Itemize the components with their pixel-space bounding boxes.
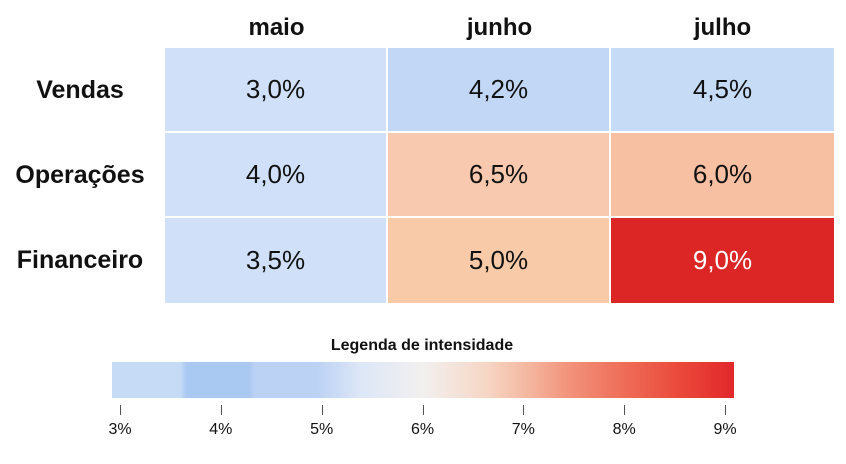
legend-tick [220,405,222,415]
column-header: maio [248,14,305,41]
legend-tick [422,405,424,415]
legend-color-bar [112,362,734,398]
heatmap-cell: 4,2% [388,48,611,133]
heatmap-cell: 6,0% [611,133,834,218]
legend-tick-label: 3% [108,421,132,438]
legend-tick-label: 7% [511,421,535,438]
legend-tick [725,405,726,415]
row-header: Financeiro [16,246,144,274]
legend-tick-label: 6% [410,421,435,438]
legend-tick-label: 9% [713,421,737,438]
legend-tick-label: 5% [310,421,334,438]
legend-title: Legenda de intensidade [330,337,514,354]
row-header: Operações [15,161,145,189]
legend-tick [523,405,525,415]
legend-tick-label: 4% [209,421,233,438]
heatmap-cell: 4,5% [611,48,834,133]
heatmap-cell: 5,0% [388,218,611,303]
legend-tick [120,405,121,415]
row-header: Vendas [36,76,124,104]
legend-tick [624,405,626,415]
heatmap-cell: 6,5% [388,133,611,218]
heatmap-cell: 3,5% [165,218,388,303]
heatmap-cell: 3,0% [165,48,388,133]
column-header: julho [693,14,752,41]
heatmap-cell: 4,0% [165,133,388,218]
legend-tick-label: 8% [612,421,636,438]
legend-tick [321,405,323,415]
column-header: junho [466,14,533,41]
heatmap-cell: 9,0% [611,218,834,303]
